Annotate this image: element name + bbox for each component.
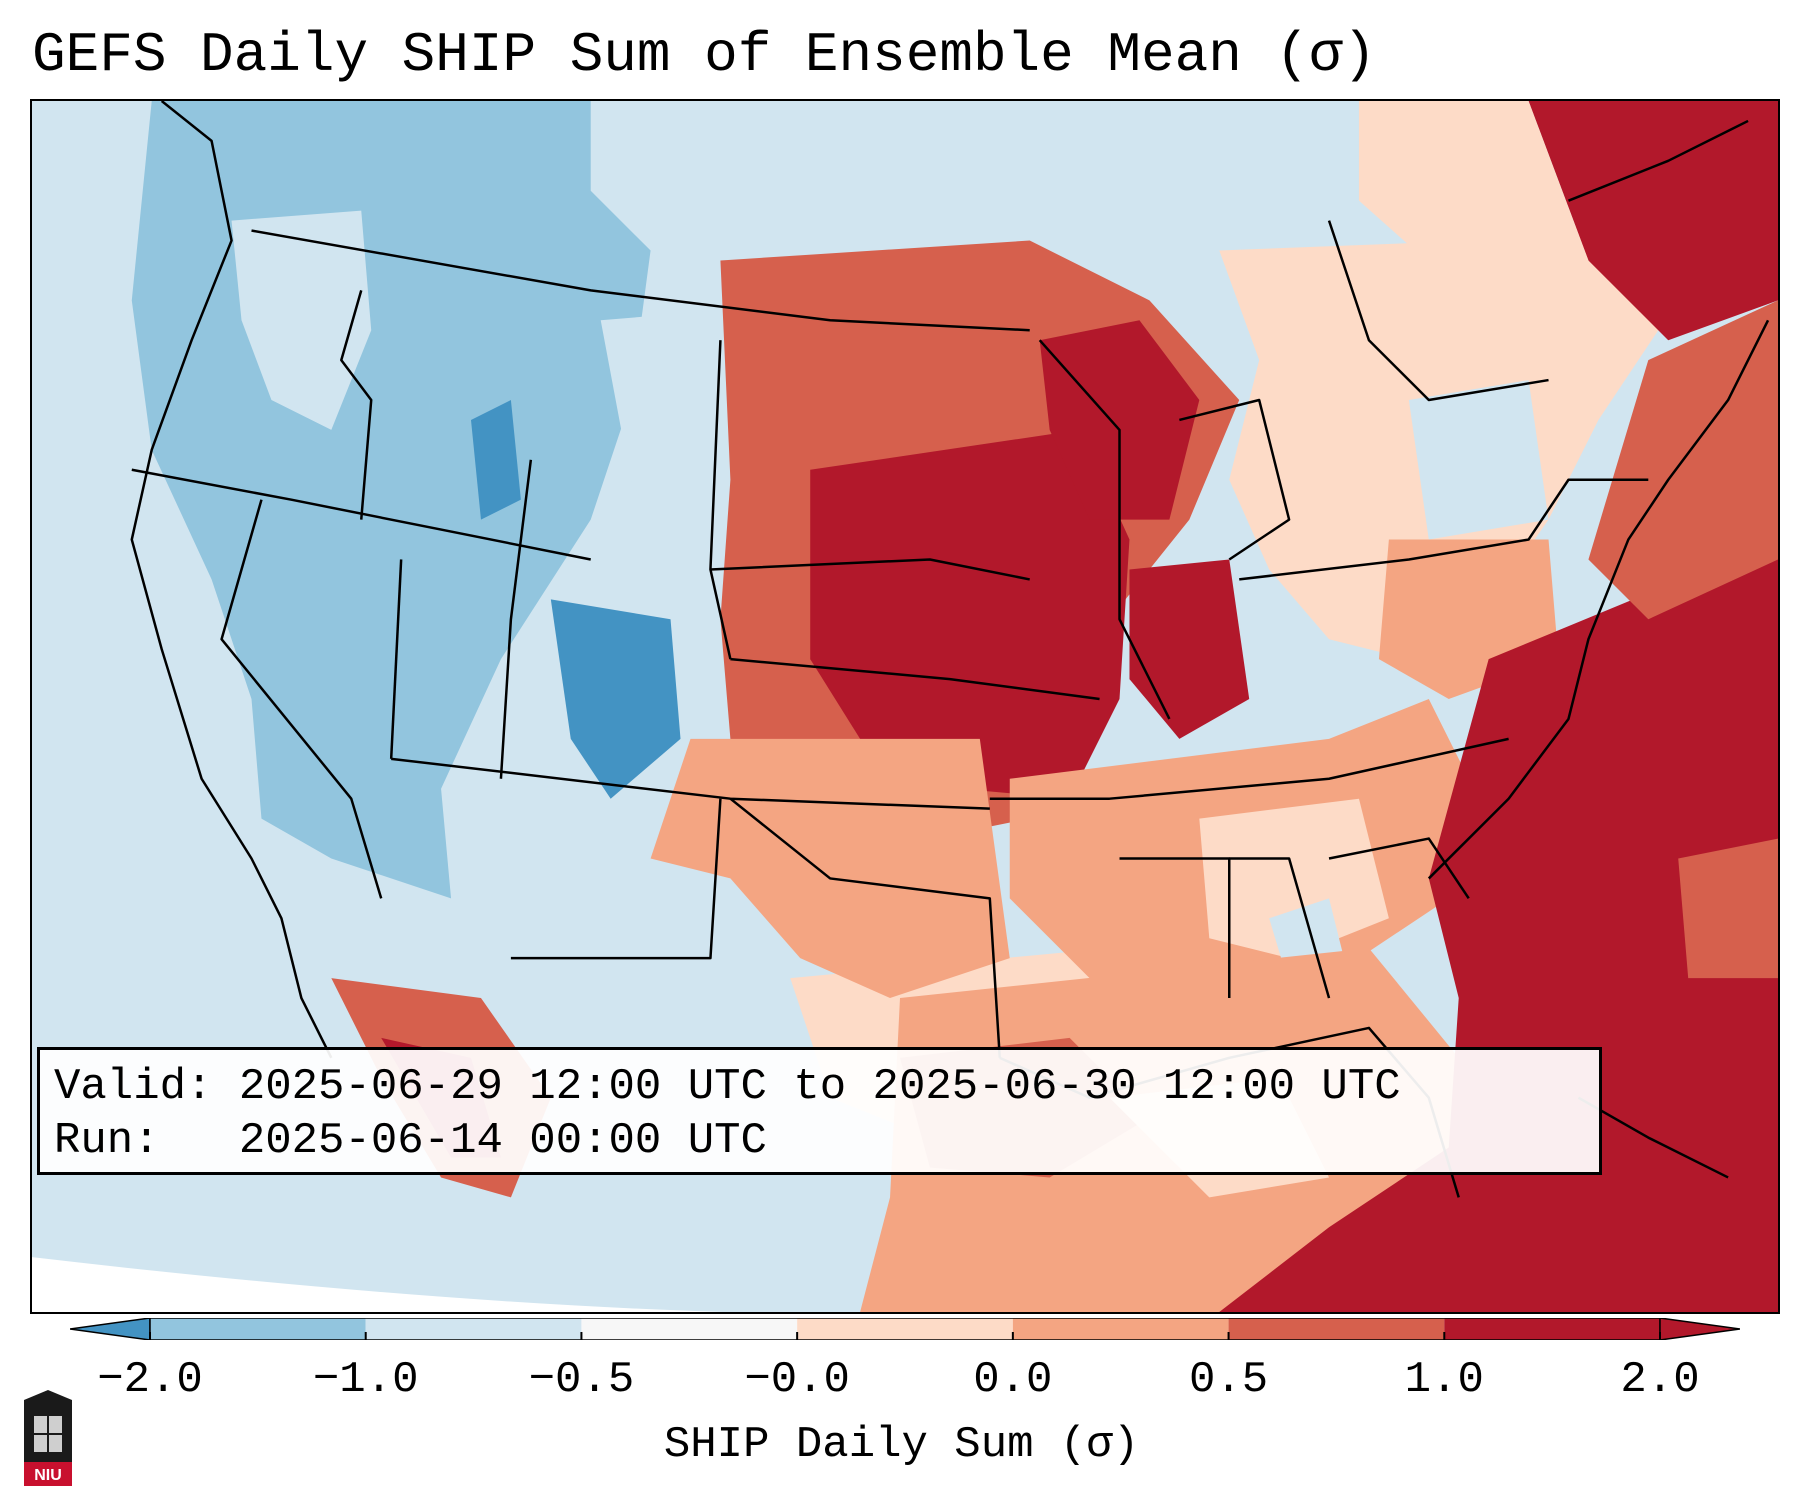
colorbar-segments (149, 1318, 1661, 1340)
southern-plains-red (650, 738, 1010, 999)
ohio-pa-line (1239, 478, 1649, 581)
colorbar-tick-label: −0.5 (528, 1355, 635, 1405)
kansas-line (730, 657, 1100, 701)
colorbar-tick-label: −0.0 (744, 1355, 850, 1405)
mississippi-river-line (1038, 339, 1171, 720)
alabama-line (1229, 857, 1331, 999)
colorbar-segment (365, 1318, 582, 1340)
st-lawrence-line (1568, 119, 1749, 202)
colorbar-tick-label: −2.0 (97, 1355, 203, 1405)
east-coastline (1427, 319, 1770, 880)
michigan-shore (1179, 398, 1291, 561)
utah-line (389, 559, 403, 759)
atlantic-red-patch (1678, 838, 1778, 979)
valid-label: Valid: (54, 1062, 213, 1112)
quebec-line (1327, 220, 1549, 402)
maritime-dark-red (1528, 101, 1778, 341)
colorbar-segment (581, 1318, 798, 1340)
valid-line: Valid: 2025-06-29 12:00 UTC to 2025-06-3… (54, 1060, 1599, 1114)
wisconsin-dark-red (1039, 320, 1200, 520)
boundary-lines (130, 101, 1770, 1198)
colorbar-tick-label: −1.0 (312, 1355, 419, 1405)
run-value: 2025-06-14 00:00 UTC (238, 1116, 767, 1166)
colorbar-segment (1012, 1318, 1229, 1340)
colorbar-extend-low (70, 1318, 151, 1340)
midwest-dark-red (810, 429, 1130, 799)
colorbar-label: SHIP Daily Sum (σ) (663, 1420, 1140, 1470)
nevada-line (220, 499, 383, 899)
wyoming-line (499, 459, 533, 779)
colorbar-tick-label: 2.0 (1620, 1355, 1700, 1405)
logo-text: NIU (34, 1467, 62, 1484)
colorbar-segment (150, 1318, 366, 1340)
dakota-line (709, 340, 732, 660)
canada-border (251, 229, 1030, 332)
newengland-light-blue (1408, 380, 1549, 540)
colorbar-ticks (149, 1332, 1661, 1340)
plains-light-blue (600, 310, 731, 570)
georgia-line (1328, 837, 1470, 900)
quebec-pale-red (1358, 101, 1589, 281)
valid-run-info-box: Valid: 2025-06-29 12:00 UTC to 2025-06-3… (37, 1047, 1602, 1175)
niu-logo: NIU (24, 1390, 72, 1486)
indiana-dark-red (1129, 559, 1250, 739)
colorbar-segment (797, 1318, 1013, 1340)
colorbar-tick-label: 1.0 (1404, 1355, 1484, 1405)
idaho-line (340, 290, 373, 520)
west-coastline (130, 101, 333, 1059)
colorbar-segment (1228, 1318, 1445, 1340)
colorbar (70, 1318, 1740, 1340)
northern-border-west (131, 468, 591, 561)
northwest-light-blue (231, 210, 372, 430)
oklahoma-texas-line (729, 797, 1002, 1058)
colorbar-extend-high (1659, 1318, 1740, 1340)
colorbar-segment (1444, 1318, 1660, 1340)
valid-value: 2025-06-29 12:00 UTC to 2025-06-30 12:00… (238, 1062, 1401, 1112)
colorbar-tick-label: 0.0 (973, 1355, 1053, 1405)
colorbar-tick-label: 0.5 (1188, 1355, 1269, 1405)
run-line: Run: 2025-06-14 00:00 UTC (54, 1114, 1599, 1168)
domain-edge (32, 1257, 1030, 1312)
colorado-dark-blue (550, 599, 681, 799)
newmexico-line (510, 798, 722, 960)
tennessee-line (989, 737, 1509, 800)
atlantic-dark-red (1219, 539, 1778, 1312)
chart-title: GEFS Daily SHIP Sum of Ensemble Mean (σ) (32, 23, 1377, 87)
wyoming-blue (470, 400, 521, 520)
nebraska-line (710, 558, 1030, 581)
run-label: Run: (54, 1116, 160, 1166)
